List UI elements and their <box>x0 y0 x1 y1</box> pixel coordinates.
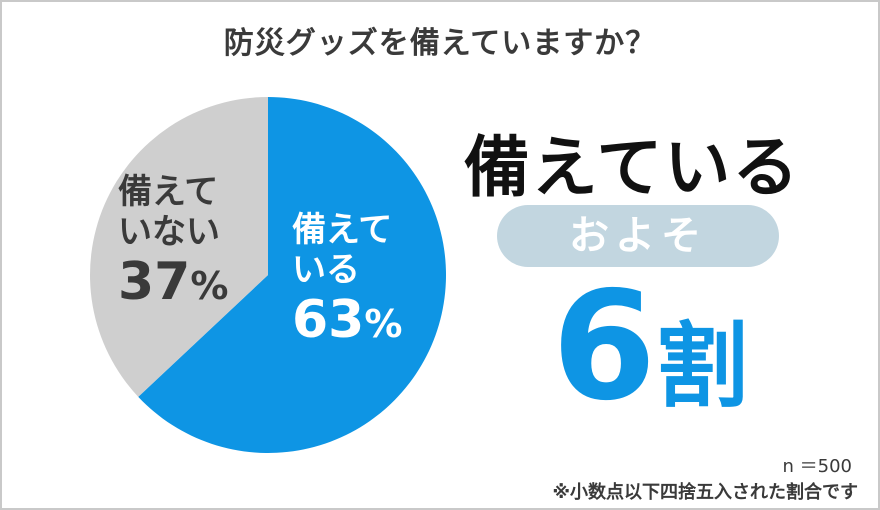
pie-slice-yes <box>138 97 446 453</box>
slice-label-yes-line2: いる <box>292 250 360 291</box>
summary-headline: 備えている <box>463 129 801 206</box>
slice-label-no-line1: 備えて <box>118 172 219 212</box>
slice-label-no-line2: いない <box>118 212 220 253</box>
percent-sign: % <box>190 264 229 309</box>
slice-value-no: 37% <box>118 252 228 313</box>
pie-slice-no <box>89 97 268 397</box>
slice-value-no-number: 37 <box>118 252 191 313</box>
slice-label-yes-line1: 備えて <box>292 210 393 250</box>
chart-title: 防災グッズを備えていますか？ <box>223 26 657 61</box>
sample-size-note: n ＝500 <box>782 456 853 477</box>
approx-pill: およそ <box>497 205 779 267</box>
slice-value-yes: 63% <box>292 290 402 351</box>
slice-label-yes: 備えて いる 63% <box>292 210 402 352</box>
slice-label-no: 備えて いない 37% <box>118 172 228 314</box>
summary-big-value: 6割 <box>500 272 800 442</box>
slice-value-yes-number: 63 <box>292 290 365 351</box>
rounding-note: ※小数点以下四捨五入された割合です <box>552 482 859 503</box>
percent-sign: % <box>364 302 403 347</box>
big-number: 6 <box>551 260 657 434</box>
big-unit: 割 <box>656 313 749 420</box>
